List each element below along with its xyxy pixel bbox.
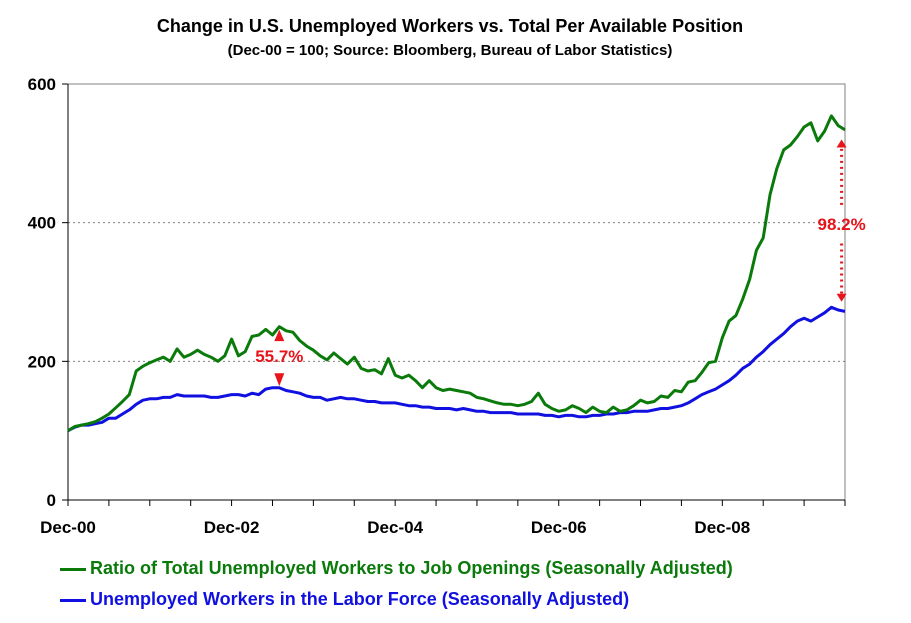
legend-label-unemployed: Unemployed Workers in the Labor Force (S… bbox=[90, 589, 630, 609]
arrow-down-icon bbox=[836, 293, 847, 302]
x-tick-label: Dec-08 bbox=[694, 518, 750, 537]
axes: 0 200 400 600 Dec-00 Dec-02 Dec-04 Dec-06 Dec-08 bbox=[28, 75, 846, 537]
legend-label-ratio: Ratio of Total Unemployed Workers to Job… bbox=[90, 558, 733, 578]
plot-frame bbox=[67, 83, 846, 501]
arrow-up-icon bbox=[274, 329, 285, 342]
y-tick-label: 400 bbox=[28, 214, 56, 233]
y-tick-label: 600 bbox=[28, 75, 56, 94]
chart-subtitle: (Dec-00 = 100; Source: Bloomberg, Bureau… bbox=[227, 42, 673, 59]
x-tick-label: Dec-06 bbox=[531, 518, 587, 537]
y-tick-label: 200 bbox=[28, 352, 56, 371]
x-tick-label: Dec-02 bbox=[204, 518, 260, 537]
annotations: 55.7% 98.2% bbox=[255, 139, 866, 387]
annotation-55-7: 55.7% bbox=[255, 347, 303, 366]
x-tick-label: Dec-04 bbox=[367, 518, 423, 537]
series-line-unemployed bbox=[67, 305, 846, 433]
series-group bbox=[67, 114, 846, 433]
x-tick-label: Dec-00 bbox=[40, 518, 96, 537]
arrow-down-icon bbox=[274, 373, 285, 387]
legend-item-ratio: Ratio of Total Unemployed Workers to Job… bbox=[60, 558, 900, 579]
series-line-ratio bbox=[67, 114, 846, 432]
legend-swatch-green bbox=[60, 567, 86, 571]
chart-title: Change in U.S. Unemployed Workers vs. To… bbox=[156, 16, 744, 36]
y-tick-label: 0 bbox=[47, 491, 56, 510]
annotation-98-2: 98.2% bbox=[817, 215, 865, 234]
legend-item-unemployed: Unemployed Workers in the Labor Force (S… bbox=[60, 589, 900, 610]
legend-swatch-blue bbox=[60, 598, 86, 602]
